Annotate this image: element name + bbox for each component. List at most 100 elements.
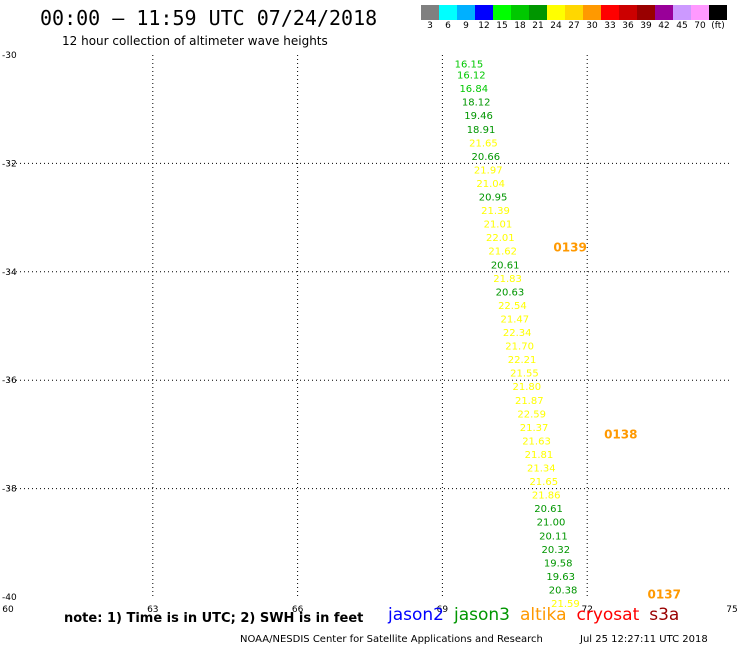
y-tick-label: -34 bbox=[2, 268, 17, 278]
legend-swatch bbox=[583, 5, 601, 20]
page-subtitle: 12 hour collection of altimeter wave hei… bbox=[62, 34, 328, 48]
legend-swatch bbox=[421, 5, 439, 20]
color-legend-bar bbox=[421, 5, 727, 20]
legend-swatch bbox=[493, 5, 511, 20]
x-tick-label: 66 bbox=[292, 605, 304, 615]
wave-height-value: 20.11 bbox=[539, 531, 568, 542]
legend-label: 70 bbox=[694, 21, 706, 31]
wave-height-value: 21.47 bbox=[500, 314, 529, 325]
legend-label: 18 bbox=[514, 21, 526, 31]
legend-swatch bbox=[673, 5, 691, 20]
wave-height-value: 21.00 bbox=[537, 518, 566, 529]
wave-height-value: 19.58 bbox=[544, 558, 573, 569]
wave-height-value: 21.63 bbox=[522, 436, 551, 447]
wave-height-value: 22.59 bbox=[517, 409, 546, 420]
wave-height-value: 18.12 bbox=[462, 98, 491, 109]
x-tick-label: 72 bbox=[581, 605, 592, 615]
legend-label: 9 bbox=[463, 21, 469, 31]
legend-label: 3 bbox=[427, 21, 433, 31]
legend-label: 33 bbox=[604, 21, 616, 31]
wave-height-value: 21.62 bbox=[488, 247, 517, 258]
legend-swatch bbox=[547, 5, 565, 20]
wave-height-value: 19.63 bbox=[546, 572, 575, 583]
wave-height-value: 21.65 bbox=[529, 477, 558, 488]
wave-height-value: 16.12 bbox=[457, 71, 486, 82]
wave-height-value: 21.86 bbox=[532, 491, 561, 502]
wave-height-value: 20.61 bbox=[491, 260, 520, 271]
satellite-label-jason3: jason3 bbox=[454, 605, 510, 625]
legend-label: 24 bbox=[550, 21, 562, 31]
wave-height-value: 22.34 bbox=[503, 328, 532, 339]
satellite-label-jason2: jason2 bbox=[388, 605, 444, 625]
wave-height-value: 20.38 bbox=[549, 585, 578, 596]
legend-label: 6 bbox=[445, 21, 451, 31]
legend-label: 12 bbox=[478, 21, 490, 31]
wave-height-value: 21.87 bbox=[515, 396, 544, 407]
wave-height-value: 20.95 bbox=[479, 193, 508, 204]
wave-height-value: 19.46 bbox=[464, 111, 493, 122]
legend-label: (ft) bbox=[711, 21, 725, 31]
y-tick-label: -32 bbox=[2, 159, 17, 169]
wave-height-value: 21.59 bbox=[551, 599, 580, 610]
legend-label: 15 bbox=[496, 21, 508, 31]
wave-height-value: 21.83 bbox=[493, 274, 522, 285]
wave-height-value: 18.91 bbox=[467, 125, 496, 136]
wave-height-value: 20.61 bbox=[534, 504, 563, 515]
generation-timestamp: Jul 25 12:27:11 UTC 2018 bbox=[580, 634, 708, 645]
pass-time-label: 0138 bbox=[604, 427, 637, 441]
y-tick-label: -36 bbox=[2, 376, 17, 386]
pass-time-label: 0137 bbox=[648, 587, 681, 601]
wave-height-value: 22.21 bbox=[508, 355, 537, 366]
pass-time-label: 0139 bbox=[553, 240, 586, 254]
legend-swatch bbox=[619, 5, 637, 20]
wave-height-value: 21.81 bbox=[525, 450, 554, 461]
legend-swatch bbox=[511, 5, 529, 20]
wave-height-value: 21.01 bbox=[484, 220, 513, 231]
legend-label: 21 bbox=[532, 21, 544, 31]
legend-label: 36 bbox=[622, 21, 634, 31]
x-tick-label: 60 bbox=[2, 605, 14, 615]
wave-height-value: 20.63 bbox=[496, 287, 525, 298]
legend-swatch bbox=[439, 5, 457, 20]
wave-height-value: 21.37 bbox=[520, 423, 549, 434]
satellite-legend: jason2 jason3 altika cryosat s3a bbox=[388, 605, 679, 625]
x-tick-label: 75 bbox=[726, 605, 737, 615]
wave-height-value: 21.55 bbox=[510, 369, 539, 380]
satellite-label-cryosat: cryosat bbox=[576, 605, 640, 625]
wave-height-value: 21.04 bbox=[476, 179, 505, 190]
legend-swatch bbox=[691, 5, 709, 20]
legend-label: 45 bbox=[676, 21, 688, 31]
y-tick-label: -40 bbox=[2, 593, 17, 603]
wave-height-value: 21.70 bbox=[505, 342, 534, 353]
legend-label: 42 bbox=[658, 21, 670, 31]
legend-swatch bbox=[457, 5, 475, 20]
wave-height-value: 21.39 bbox=[481, 206, 510, 217]
legend-swatch bbox=[709, 5, 727, 20]
legend-swatch bbox=[565, 5, 583, 20]
page-title: 00:00 – 11:59 UTC 07/24/2018 bbox=[40, 6, 378, 30]
legend-swatch bbox=[601, 5, 619, 20]
y-tick-label: -38 bbox=[2, 485, 17, 495]
y-tick-label: -30 bbox=[2, 51, 17, 61]
x-tick-label: 69 bbox=[437, 605, 449, 615]
wave-height-value: 16.84 bbox=[459, 84, 488, 95]
legend-label: 39 bbox=[640, 21, 652, 31]
wave-height-value: 20.66 bbox=[472, 152, 501, 163]
wave-height-value: 16.15 bbox=[455, 60, 484, 71]
legend-swatch bbox=[529, 5, 547, 20]
x-tick-label: 63 bbox=[147, 605, 158, 615]
wave-height-value: 21.34 bbox=[527, 464, 556, 475]
legend-swatch bbox=[475, 5, 493, 20]
wave-height-value: 21.80 bbox=[513, 382, 542, 393]
wave-height-value: 20.32 bbox=[542, 545, 571, 556]
legend-label: 30 bbox=[586, 21, 598, 31]
wave-height-value: 22.54 bbox=[498, 301, 527, 312]
satellite-label-s3a: s3a bbox=[649, 605, 680, 625]
wave-height-value: 21.65 bbox=[469, 138, 498, 149]
credit-text: NOAA/NESDIS Center for Satellite Applica… bbox=[240, 634, 543, 645]
wave-height-value: 22.01 bbox=[486, 233, 515, 244]
legend-swatch bbox=[637, 5, 655, 20]
legend-label: 27 bbox=[568, 21, 580, 31]
satellite-label-altika: altika bbox=[520, 605, 567, 625]
